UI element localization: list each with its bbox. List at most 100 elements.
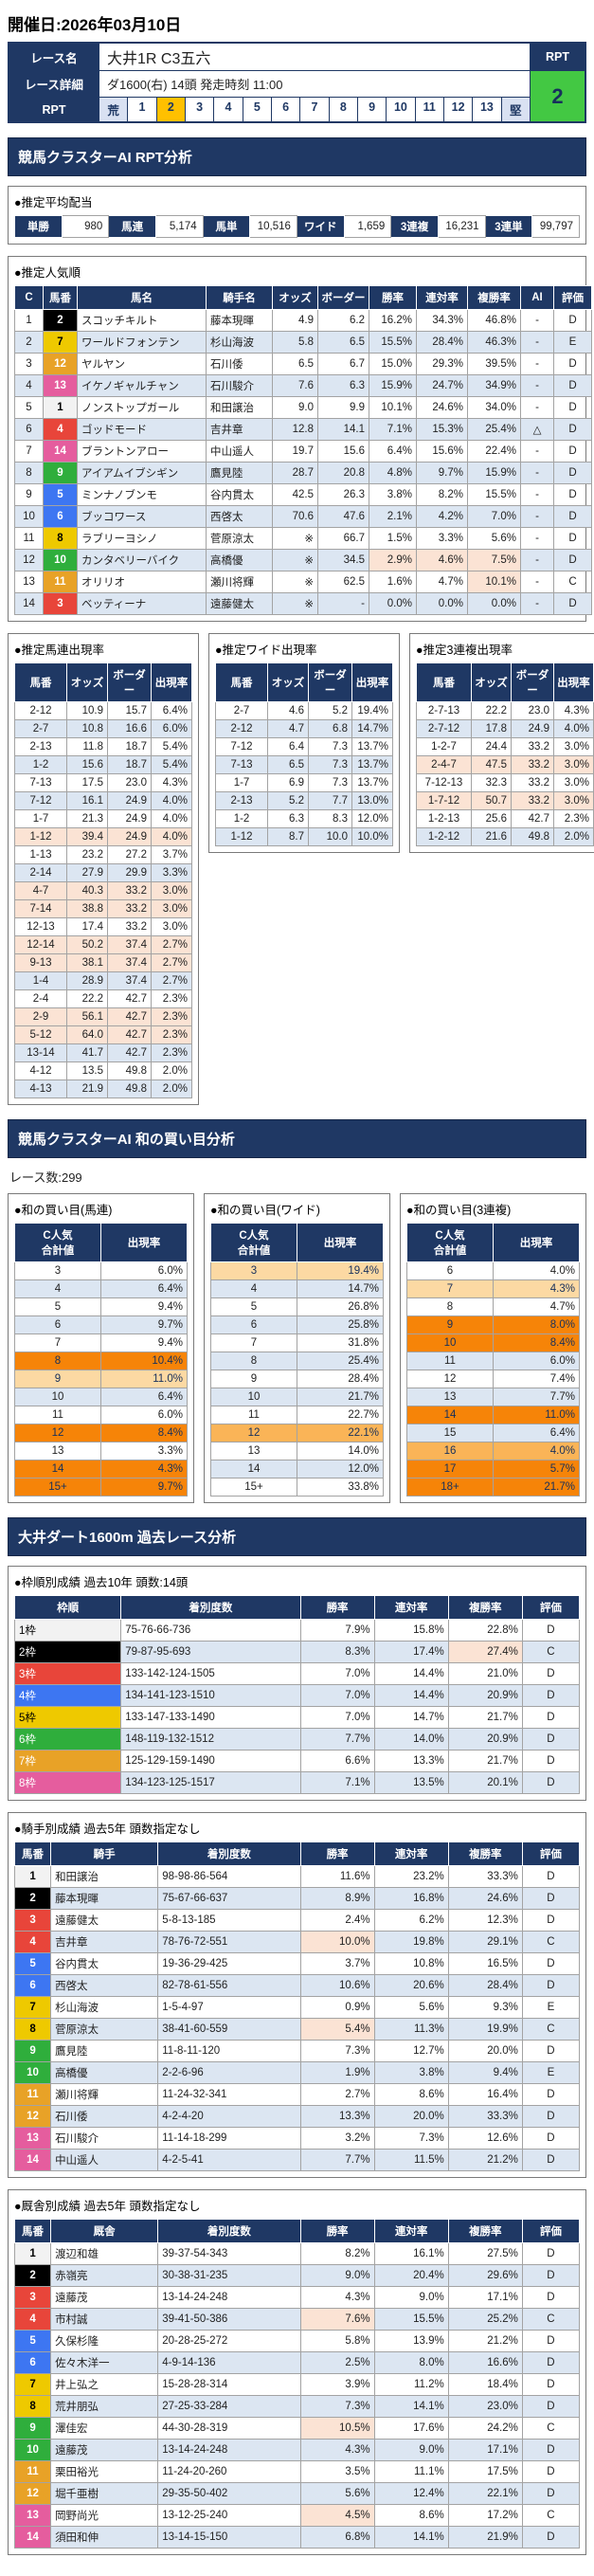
stable-perf-row: 13 岡野尚光 13-12-25-240 4.5% 8.6% 17.2% C — [13, 2504, 581, 2527]
eval-cell: D — [553, 592, 592, 615]
odds-cell: 21.9 — [66, 1079, 108, 1098]
rpt-scale-cell-堅[interactable]: 堅 — [500, 98, 530, 121]
stable-perf-row: 8 荒井朋弘 27-25-33-284 7.3% 14.1% 23.0% D — [13, 2395, 581, 2418]
horse-number-cell: 6 — [43, 505, 78, 528]
rpt-scale-cell-6[interactable]: 6 — [270, 98, 299, 121]
record-cell: 78-76-72-551 — [157, 1931, 301, 1953]
odds-cell: 21.3 — [66, 809, 108, 828]
popularity-row: 8 9 アイアムイブシギン 鷹見陸 28.7 20.8 4.8% 9.7% 15.9% - D — [14, 462, 592, 484]
win-rate-cell: 5.6% — [299, 2482, 375, 2505]
ai-mark-cell: - — [520, 549, 554, 571]
odds-cell: 7.6 — [272, 374, 318, 397]
rpt-scale-cell-11[interactable]: 11 — [414, 98, 443, 121]
eval-cell: C — [521, 2417, 581, 2440]
stable-name-cell: 荒井朋弘 — [50, 2395, 159, 2418]
rate-cell: 13.0% — [351, 791, 393, 810]
rpt-scale-cell-5[interactable]: 5 — [242, 98, 271, 121]
jockey-perf-row: 1 和田譲治 98-98-86-564 11.6% 23.2% 33.3% D — [13, 1865, 581, 1888]
horse-name-cell: カンタベリーバイク — [77, 549, 207, 571]
rate-cell: 4.3% — [553, 701, 594, 720]
rpt-scale-cell-荒[interactable]: 荒 — [99, 98, 128, 121]
popularity-row: 13 11 オリリオ 瀬川将輝 ※ 62.5 1.6% 4.7% 10.1% - C — [14, 571, 592, 593]
eval-cell: D — [521, 1750, 581, 1772]
combo-cell: 12-13 — [14, 917, 67, 936]
sum-sanrenpuku-row: 6 4.0% — [406, 1261, 580, 1280]
sanrenpuku-rate-row: 7-12-13 32.3 33.2 3.0% — [416, 773, 594, 792]
umaren-rate-row: 12-13 17.4 33.2 3.0% — [14, 917, 192, 936]
sum-value-cell: 12 — [14, 1424, 101, 1442]
sum-value-cell: 8 — [210, 1351, 297, 1370]
sum-sanrenpuku-table: C人気 合計値 出現率 6 4.0% 7 4.3% 8 4.7% 9 8.0% 10 8.4% 11 6.… — [406, 1223, 580, 1497]
wide-rate-row: 1-2 6.3 8.3 12.0% — [215, 809, 393, 828]
eval-cell: D — [521, 2330, 581, 2352]
win-rate-cell: 7.7% — [299, 1728, 375, 1751]
eval-cell: D — [521, 2439, 581, 2461]
rpt-scale-cell-12[interactable]: 12 — [442, 98, 472, 121]
sum-value-cell: 9 — [406, 1315, 494, 1334]
jockey-perf-row: 3 遠藤健太 5-8-13-185 2.4% 6.2% 12.3% D — [13, 1909, 581, 1932]
sum-value-cell: 8 — [406, 1297, 494, 1316]
combo-cell: 1-2-13 — [416, 809, 472, 828]
umaren-rate-table: 馬番 オッズ ボーダー 出現率 2-12 10.9 15.7 6.4% 2-7 10.8 16.6 6… — [14, 662, 192, 1098]
combo-cell: 2-4-7 — [416, 755, 472, 774]
record-cell: 29-35-50-402 — [157, 2482, 301, 2505]
jockey-name-cell: 瀬川将輝 — [206, 571, 273, 593]
umaren-rate-row: 7-12 16.1 24.9 4.0% — [14, 791, 192, 810]
win-rate-cell: 5.8% — [299, 2330, 375, 2352]
rpt-scale-cell-13[interactable]: 13 — [472, 98, 500, 121]
border-cell: 66.7 — [317, 527, 369, 550]
umaren-rate-row: 13-14 41.7 42.7 2.3% — [14, 1043, 192, 1062]
rpt-scale-cell-9[interactable]: 9 — [356, 98, 386, 121]
ren-rate-cell: 14.1% — [373, 2526, 449, 2549]
eval-cell: D — [521, 2286, 581, 2309]
sum-sanrenpuku-row: 11 6.0% — [406, 1351, 580, 1370]
record-cell: 82-78-61-556 — [157, 1974, 301, 1997]
odds-cell: 16.1 — [66, 791, 108, 810]
odds-cell: 70.6 — [272, 505, 318, 528]
rank-cell: 9 — [14, 483, 44, 506]
win-rate-cell: 6.8% — [299, 2526, 375, 2549]
combo-cell: 4-13 — [14, 1079, 67, 1098]
rpt-scale-cell-2[interactable]: 2 — [155, 98, 185, 121]
column-header: 馬名 — [77, 285, 207, 310]
rank-cell: 1 — [14, 309, 44, 332]
record-cell: 27-25-33-284 — [157, 2395, 301, 2418]
waku-label-cell: 4枠 — [13, 1684, 122, 1707]
ren-rate-cell: 16.1% — [373, 2242, 449, 2265]
umaren-rate-row: 1-12 39.4 24.9 4.0% — [14, 827, 192, 846]
border-cell: 62.5 — [317, 571, 369, 593]
ren-rate-cell: 8.6% — [373, 2504, 449, 2527]
payout-row: 単勝 980 馬連 5,174 馬単 10,516 ワイド 1,659 3連複 16,231 3連単… — [14, 215, 580, 238]
ren-rate-cell: 9.0% — [373, 2439, 449, 2461]
rpt-scale-cell-7[interactable]: 7 — [299, 98, 328, 121]
eval-cell: E — [521, 2061, 581, 2084]
rpt-scale-cell-1[interactable]: 1 — [127, 98, 155, 121]
odds-cell: 50.2 — [66, 935, 108, 954]
sum-value-cell: 14 — [14, 1460, 101, 1478]
sum-wide-row: 13 14.0% — [210, 1442, 384, 1460]
border-cell: 18.7 — [107, 737, 152, 756]
ren-rate-cell: 17.6% — [373, 2417, 449, 2440]
rpt-scale-cell-8[interactable]: 8 — [328, 98, 357, 121]
waku-perf-row: 2枠 79-87-95-693 8.3% 17.4% 27.4% C — [13, 1641, 581, 1663]
sum-value-cell: 12 — [210, 1424, 297, 1442]
record-cell: 4-2-5-41 — [157, 2149, 301, 2171]
fuku-rate-cell: 39.5% — [467, 353, 521, 375]
win-rate-cell: 6.4% — [369, 440, 417, 463]
sanrenpuku-rate-row: 1-2-12 21.6 49.8 2.0% — [416, 827, 594, 846]
rpt-scale-cell-3[interactable]: 3 — [184, 98, 213, 121]
sanrenpuku-rate-row: 1-7-12 50.7 33.2 3.0% — [416, 791, 594, 810]
rpt-scale-cell-10[interactable]: 10 — [386, 98, 414, 121]
sum-value-cell: 18+ — [406, 1478, 494, 1497]
eval-cell: C — [521, 1931, 581, 1953]
horse-number-cell: 4 — [13, 2308, 52, 2331]
rpt-scale-cell-4[interactable]: 4 — [213, 98, 242, 121]
jockey-name-cell: 中山遥人 — [206, 440, 273, 463]
rank-cell: 5 — [14, 396, 44, 419]
border-cell: 6.5 — [317, 331, 369, 354]
header-row: C人気 合計値 出現率 — [210, 1223, 384, 1262]
stable-name-cell: 遠藤茂 — [50, 2439, 159, 2461]
sum-value-cell: 10 — [210, 1388, 297, 1406]
win-rate-cell: 15.5% — [369, 331, 417, 354]
sum-sanrenpuku-row: 16 4.0% — [406, 1442, 580, 1460]
